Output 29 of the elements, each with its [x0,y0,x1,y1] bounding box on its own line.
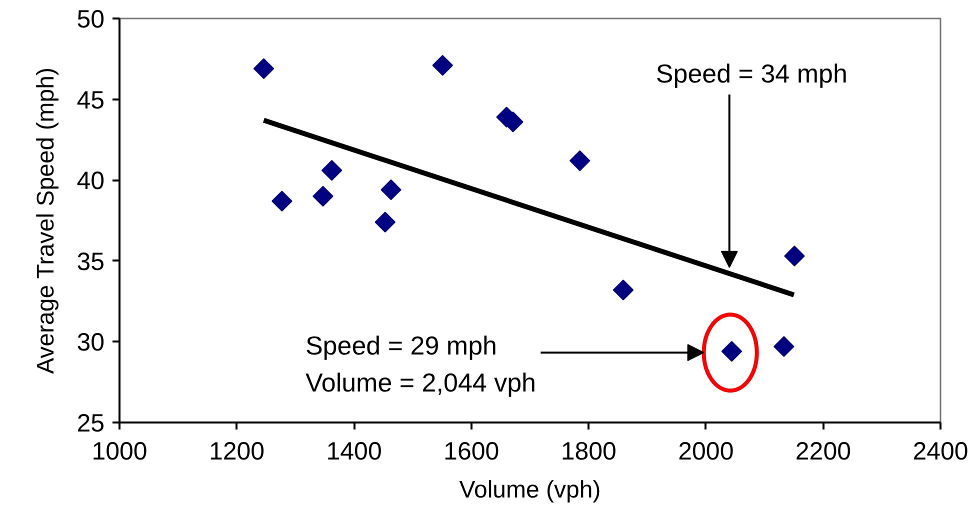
point [612,280,634,300]
point [374,212,396,233]
point [380,179,402,200]
x-tick-label: 1600 [444,438,500,466]
x-tick-label: 1000 [92,438,148,466]
annotation: Speed = 34 mph [656,58,848,88]
point [272,190,292,212]
x-axis-title: Volume (vph) [459,476,601,504]
x-tick-label: 2400 [912,438,968,466]
point [432,54,454,76]
y-axis-title: Average Travel Speed (mph) [32,68,60,374]
point [784,246,805,266]
y-tick-label: 35 [76,248,105,276]
x-tick-label: 1200 [208,438,265,466]
point [774,336,794,357]
point [253,58,274,79]
x-tick-label: 2200 [795,438,852,466]
annotation: Speed = 29 mph Volume = 2,044 vph [305,330,536,398]
y-tick-label: 50 [76,6,105,34]
y-tick-label: 40 [76,167,105,196]
y-tick-label: 45 [76,86,105,114]
x-tick-label: 2000 [678,438,734,466]
point [312,186,334,207]
point [569,150,590,172]
x-tick-label: 1400 [326,438,382,466]
y-tick-label: 25 [76,410,105,438]
x-tick-label: 1800 [560,438,616,466]
y-tick-label: 30 [76,328,105,357]
point [321,160,342,181]
